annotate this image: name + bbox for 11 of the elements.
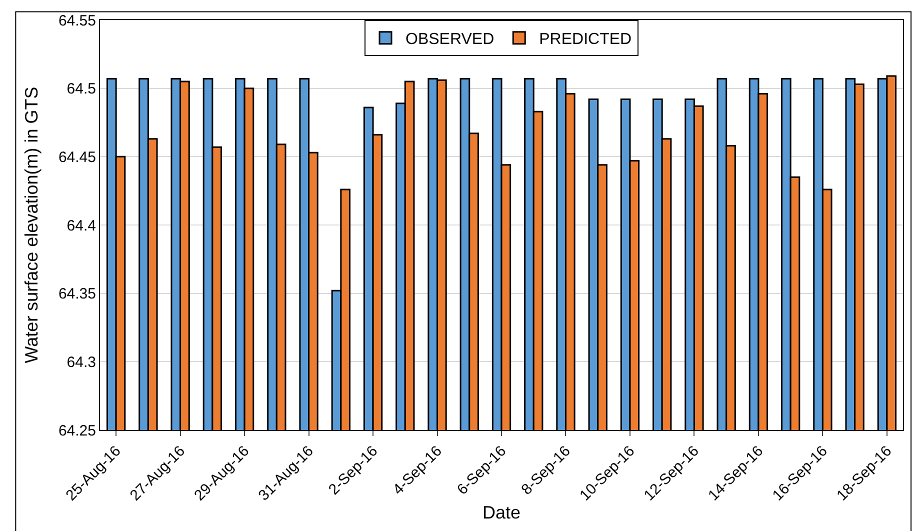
y-tick-label: 64.25 bbox=[58, 422, 96, 440]
y-tick-label: 64.35 bbox=[58, 286, 96, 303]
y-tick-label: 64.5 bbox=[66, 80, 96, 98]
y-tick-label: 64.55 bbox=[58, 12, 96, 30]
y-tick-label: 64.3 bbox=[66, 354, 96, 371]
legend-label: OBSERVED bbox=[406, 31, 494, 48]
y-tick-label: 64.4 bbox=[66, 217, 96, 234]
legend-label: PREDICTED bbox=[539, 31, 632, 48]
y-axis-title: Water surface elevation(m) in GTS bbox=[22, 86, 42, 364]
y-tick-label: 64.45 bbox=[58, 148, 96, 166]
x-axis-title: Date bbox=[482, 502, 521, 522]
